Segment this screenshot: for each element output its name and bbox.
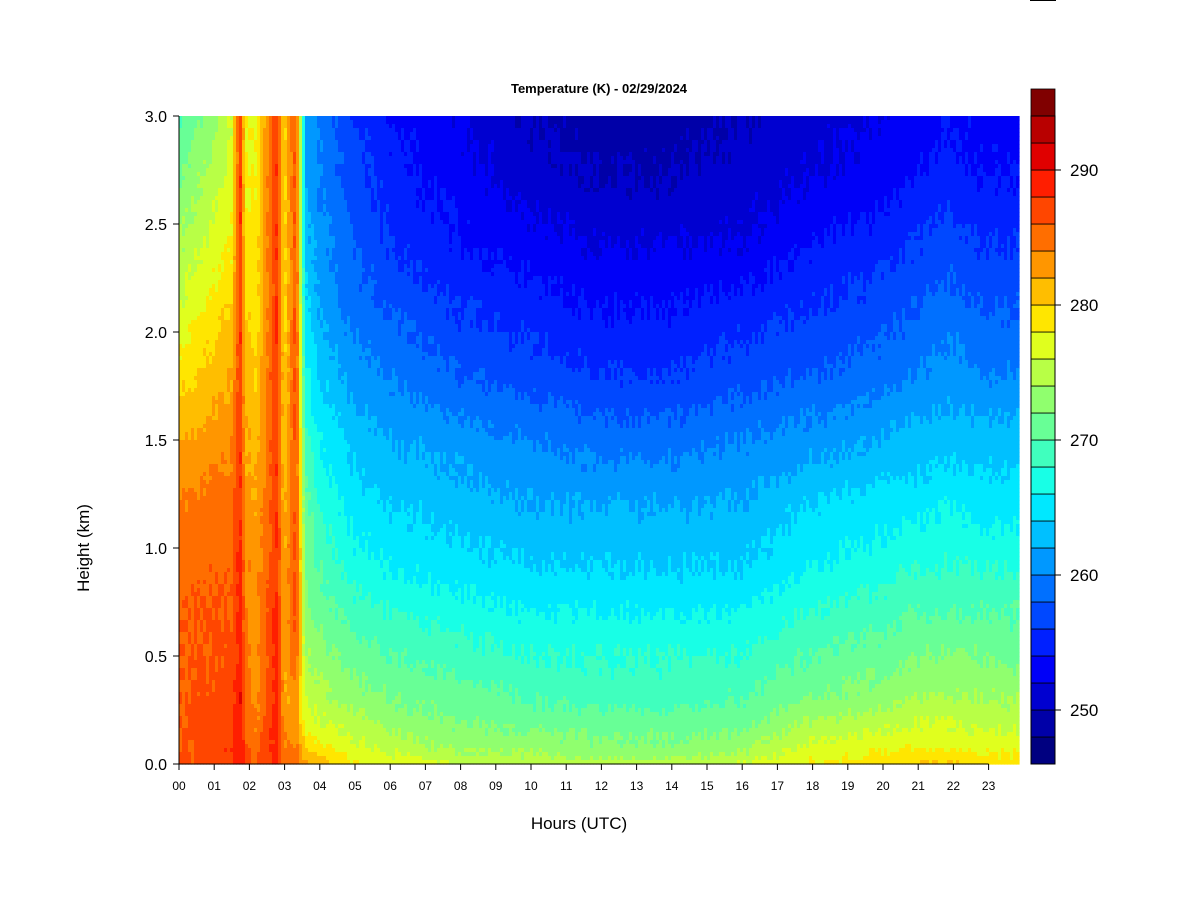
chart-title: Temperature (K) - 02/29/2024 [511,81,688,96]
corner-mark [1030,0,1056,1]
heatmap-plot-area [179,116,1020,765]
